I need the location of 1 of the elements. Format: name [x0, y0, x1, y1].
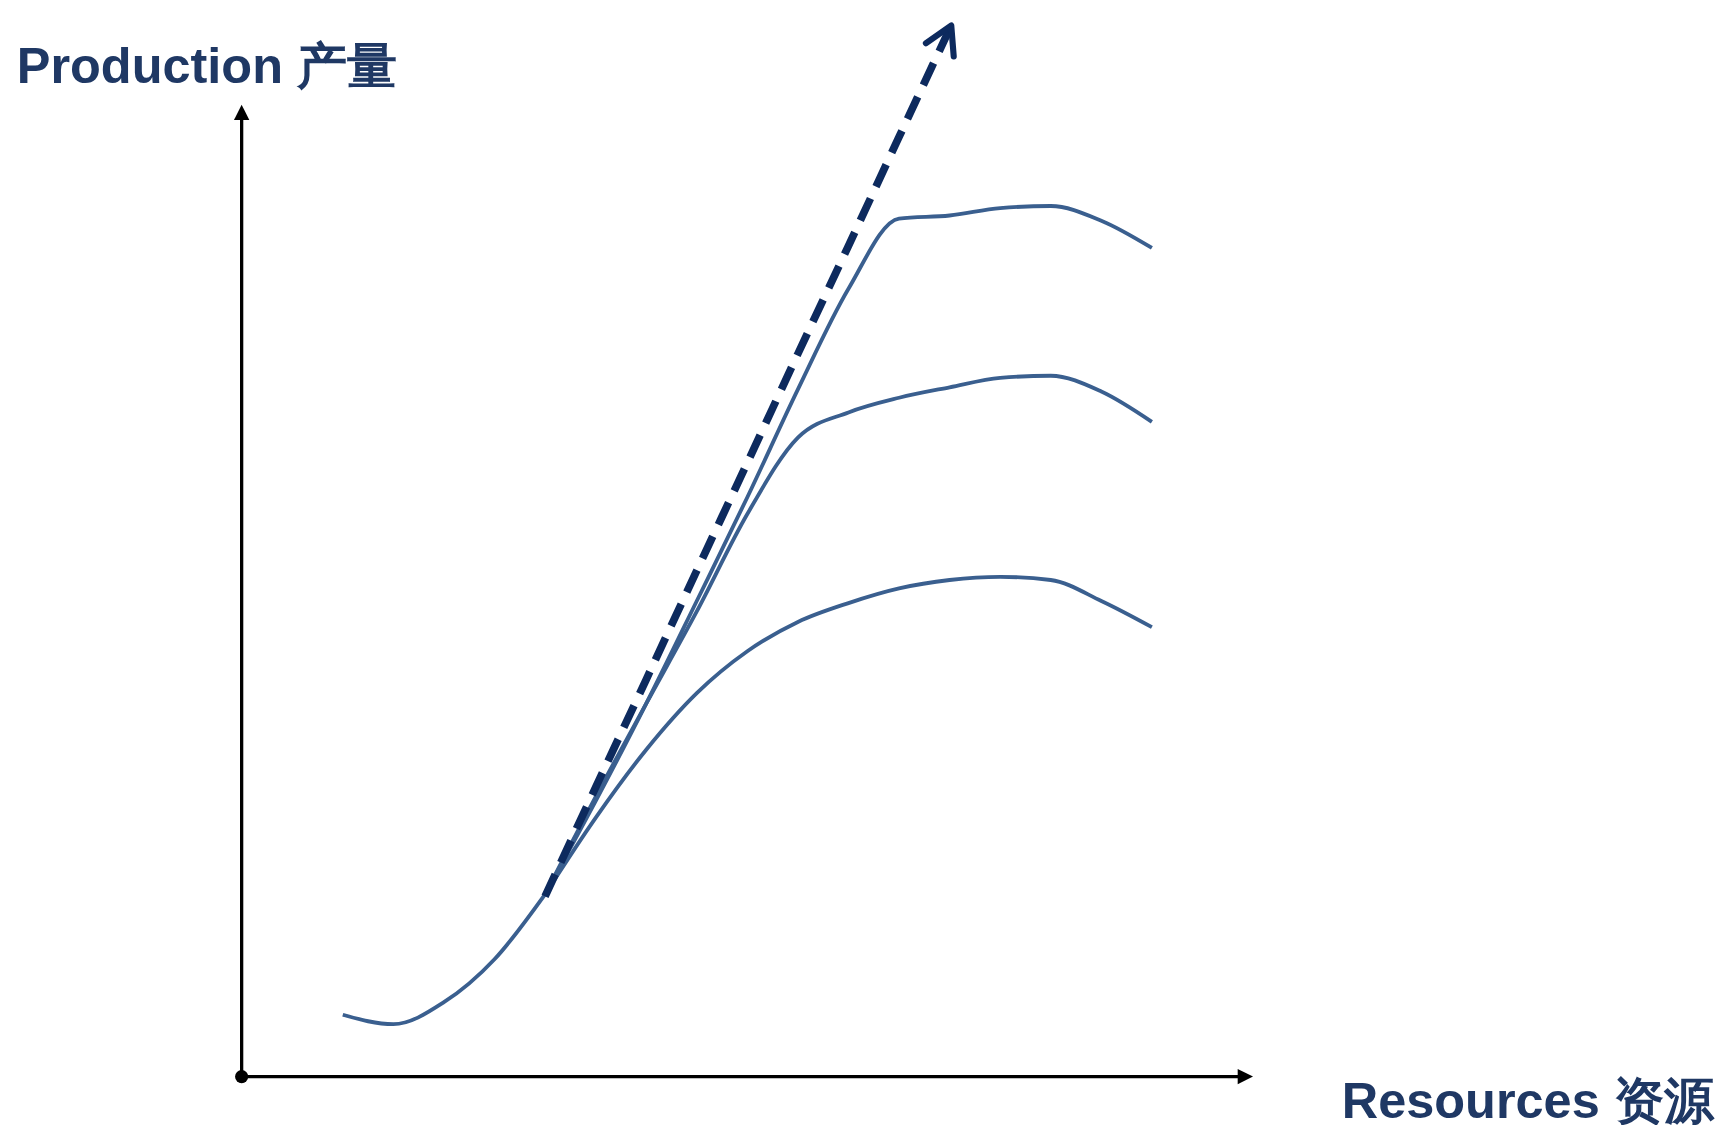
y-axis-title: Production 产量: [16, 36, 397, 94]
